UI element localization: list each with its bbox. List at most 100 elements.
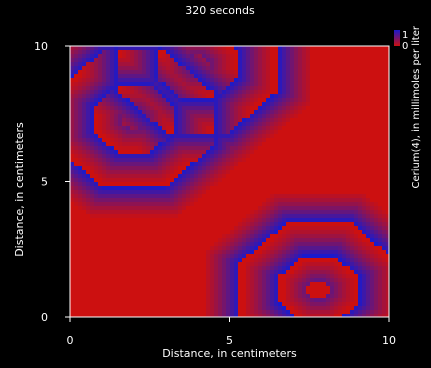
heatmap-cell bbox=[334, 306, 338, 310]
heatmap-cell bbox=[122, 202, 126, 206]
heatmap-cell bbox=[182, 186, 186, 190]
heatmap-cell bbox=[262, 306, 266, 310]
heatmap-cell bbox=[70, 94, 74, 98]
heatmap-cell bbox=[82, 146, 86, 150]
y-tick-label: 10 bbox=[34, 40, 48, 53]
heatmap-cell bbox=[250, 274, 254, 278]
heatmap-cell bbox=[298, 78, 302, 82]
heatmap-cell bbox=[170, 166, 174, 170]
heatmap-cell bbox=[178, 206, 182, 210]
heatmap-cell bbox=[86, 174, 90, 178]
heatmap-cell bbox=[366, 302, 370, 306]
heatmap-cell bbox=[370, 306, 374, 310]
heatmap-cell bbox=[246, 138, 250, 142]
heatmap-cell bbox=[110, 154, 114, 158]
heatmap-cell bbox=[138, 82, 142, 86]
heatmap-cell bbox=[254, 130, 258, 134]
heatmap-cell bbox=[262, 226, 266, 230]
heatmap-cell bbox=[258, 214, 262, 218]
heatmap-cell bbox=[302, 82, 306, 86]
heatmap-cell bbox=[230, 138, 234, 142]
heatmap-cell bbox=[322, 314, 326, 317]
heatmap-cell bbox=[138, 206, 142, 210]
heatmap-cell bbox=[106, 154, 110, 158]
heatmap-cell bbox=[290, 234, 294, 238]
heatmap-cell bbox=[266, 274, 270, 278]
heatmap-cell bbox=[266, 50, 270, 54]
heatmap-cell bbox=[242, 102, 246, 106]
heatmap-cell bbox=[114, 126, 118, 130]
heatmap-cell bbox=[94, 186, 98, 190]
heatmap-cell bbox=[306, 78, 310, 82]
heatmap-cell bbox=[126, 62, 130, 66]
heatmap-cell bbox=[206, 306, 210, 310]
heatmap-cell bbox=[90, 54, 94, 58]
heatmap-cell bbox=[198, 190, 202, 194]
heatmap-cell bbox=[222, 78, 226, 82]
heatmap-cell bbox=[134, 98, 138, 102]
heatmap-cell bbox=[90, 106, 94, 110]
heatmap-cell bbox=[210, 294, 214, 298]
heatmap-cell bbox=[122, 138, 126, 142]
heatmap-cell bbox=[194, 190, 198, 194]
heatmap-cell bbox=[286, 102, 290, 106]
heatmap-cell bbox=[134, 178, 138, 182]
heatmap-cell bbox=[174, 106, 178, 110]
heatmap-cell bbox=[102, 66, 106, 70]
heatmap-cell bbox=[246, 294, 250, 298]
heatmap-cell bbox=[78, 82, 82, 86]
heatmap-cell bbox=[354, 314, 358, 317]
heatmap-cell bbox=[334, 262, 338, 266]
heatmap-cell bbox=[166, 162, 170, 166]
heatmap-cell bbox=[190, 78, 194, 82]
heatmap-cell bbox=[198, 194, 202, 198]
heatmap-cell bbox=[250, 134, 254, 138]
heatmap-cell bbox=[302, 90, 306, 94]
heatmap-cell bbox=[294, 194, 298, 198]
heatmap-cell bbox=[290, 198, 294, 202]
heatmap-cell bbox=[110, 86, 114, 90]
heatmap-cell bbox=[278, 238, 282, 242]
heatmap-cell bbox=[126, 114, 130, 118]
heatmap-cell bbox=[174, 78, 178, 82]
heatmap-cell bbox=[290, 74, 294, 78]
heatmap-cell bbox=[258, 218, 262, 222]
heatmap-cell bbox=[362, 262, 366, 266]
heatmap-cell bbox=[114, 122, 118, 126]
heatmap-cell bbox=[274, 114, 278, 118]
heatmap-cell bbox=[162, 194, 166, 198]
heatmap-cell bbox=[226, 258, 230, 262]
heatmap-cell bbox=[282, 198, 286, 202]
heatmap-cell bbox=[146, 126, 150, 130]
heatmap-cell bbox=[378, 302, 382, 306]
heatmap-cell bbox=[218, 298, 222, 302]
heatmap-cell bbox=[314, 274, 318, 278]
heatmap-cell bbox=[278, 222, 282, 226]
heatmap-cell bbox=[70, 130, 74, 134]
heatmap-cell bbox=[214, 106, 218, 110]
heatmap-cell bbox=[346, 234, 350, 238]
heatmap-cell bbox=[70, 98, 74, 102]
heatmap-cell bbox=[226, 234, 230, 238]
heatmap-cell bbox=[98, 146, 102, 150]
heatmap-cell bbox=[378, 230, 382, 234]
heatmap-cell bbox=[90, 206, 94, 210]
heatmap-cell bbox=[250, 262, 254, 266]
heatmap-cell bbox=[322, 266, 326, 270]
heatmap-cell bbox=[334, 234, 338, 238]
heatmap-cell bbox=[378, 306, 382, 310]
heatmap-cell bbox=[362, 270, 366, 274]
heatmap-cell bbox=[286, 66, 290, 70]
heatmap-cell bbox=[78, 106, 82, 110]
heatmap-cell bbox=[266, 198, 270, 202]
heatmap-cell bbox=[374, 234, 378, 238]
heatmap-cell bbox=[114, 114, 118, 118]
heatmap-cell bbox=[286, 278, 290, 282]
heatmap-cell bbox=[234, 154, 238, 158]
heatmap-cell bbox=[294, 206, 298, 210]
heatmap-cell bbox=[278, 202, 282, 206]
heatmap-cell bbox=[310, 198, 314, 202]
heatmap-cell bbox=[270, 202, 274, 206]
heatmap-cell bbox=[334, 214, 338, 218]
heatmap-cell bbox=[122, 102, 126, 106]
